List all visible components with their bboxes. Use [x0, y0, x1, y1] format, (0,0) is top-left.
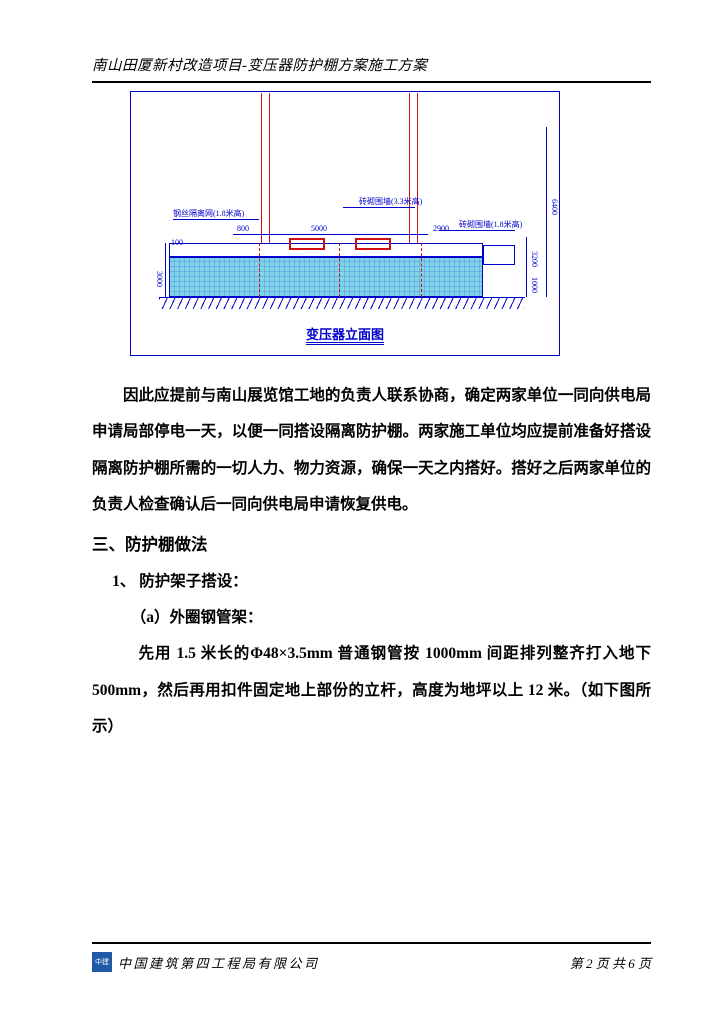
leader-2 [343, 207, 415, 208]
body-content: 因此应提前与南山展览馆工地的负责人联系协商，确定两家单位一同向供电局申请局部停电… [92, 378, 651, 746]
diagram-caption: 变压器立面图 [306, 324, 384, 345]
item-1: 1、 防护架子搭设： [92, 564, 651, 600]
dash-2 [339, 243, 340, 297]
section-title-3: 三、防护棚做法 [92, 526, 651, 564]
dimv-left [165, 243, 166, 297]
dim-800: 800 [237, 224, 249, 233]
item-1a-body: 先用 1.5 米长的Φ48×3.5mm 普通钢管按 1000mm 间距排列整齐打… [92, 636, 651, 745]
item-1a: （a）外圈钢管架： [92, 600, 651, 636]
dim-6400: 6400 [550, 199, 559, 215]
company-name: 中国建筑第四工程局有限公司 [118, 953, 320, 972]
foundation [169, 257, 483, 297]
transformer-1 [289, 238, 325, 250]
dim-3000: 3000 [155, 271, 164, 287]
page-number: 第 2 页 共 6 页 [570, 953, 651, 972]
dimline-h [233, 234, 428, 235]
transformer-2 [355, 238, 391, 250]
post-2 [269, 93, 270, 243]
paragraph-1: 因此应提前与南山展览馆工地的负责人联系协商，确定两家单位一同向供电局申请局部停电… [92, 378, 651, 524]
top-slab [169, 243, 483, 257]
company-logo: 中建 [92, 952, 112, 972]
elevation-diagram: 钢丝隔离网(1.8米高) 砖砌围墙(3.3米高) 砖砌围墙(1.8米高) 800… [130, 91, 560, 356]
dim-100: 100 [171, 238, 183, 247]
leader-3 [439, 230, 515, 231]
dim-5000: 5000 [311, 224, 327, 233]
page-footer: 中建 中国建筑第四工程局有限公司 第 2 页 共 6 页 [92, 942, 651, 972]
post-4 [417, 93, 418, 243]
dash-1 [259, 243, 260, 297]
footer-left: 中建 中国建筑第四工程局有限公司 [92, 952, 320, 972]
dimv-r1 [526, 237, 527, 297]
right-box [483, 245, 515, 265]
dimv-r2 [546, 127, 547, 297]
page-header: 南山田厦新村改造项目-变压器防护棚方案施工方案 [92, 54, 651, 83]
dash-3 [421, 243, 422, 297]
leader-1 [173, 219, 259, 220]
label-fence-low: 砖砌围墙(1.8米高) [459, 219, 522, 230]
dim-3200: 3200 [530, 251, 539, 267]
post-3 [409, 93, 410, 243]
dim-2900: 2900 [433, 224, 449, 233]
dim-1000: 1000 [530, 277, 539, 293]
post-1 [261, 93, 262, 243]
label-fence-high: 砖砌围墙(3.3米高) [359, 196, 422, 207]
ground-hatch [159, 297, 525, 309]
label-steel-screen: 钢丝隔离网(1.8米高) [173, 208, 244, 219]
